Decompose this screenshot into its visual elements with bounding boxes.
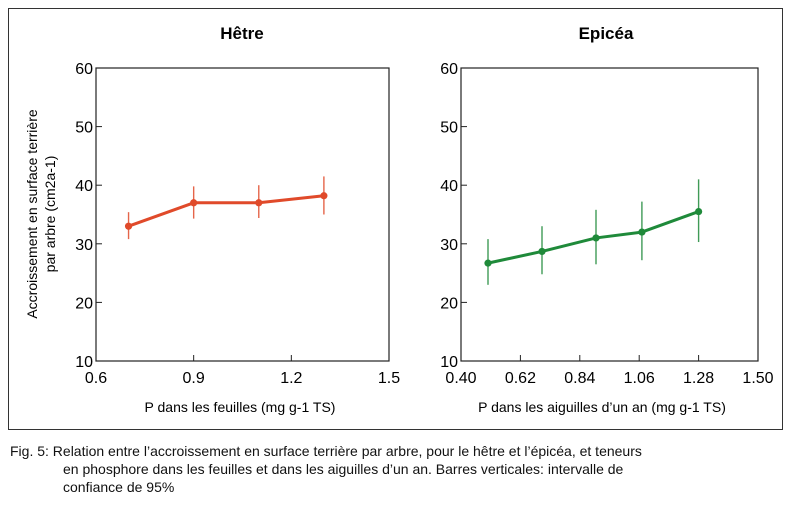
data-point-hetre-0: [124, 222, 133, 230]
data-point-epicea-0: [484, 259, 492, 267]
figure-caption: Fig. 5: Relation entre l’accroissement e…: [10, 442, 785, 496]
y-tick-label-epicea-3: 40: [440, 178, 458, 195]
data-point-epicea-3: [638, 228, 646, 236]
data-point-hetre-1: [190, 199, 198, 207]
series-line-hetre: [128, 194, 325, 228]
x-tick-label-hetre-1: 0.9: [183, 370, 205, 387]
y-tick-label-hetre-0: 10: [75, 354, 93, 371]
figure-frame: [8, 8, 783, 430]
y-tick-label-hetre-4: 50: [75, 120, 93, 137]
y-tick-label-epicea-0: 10: [440, 354, 458, 371]
y-tick-label-epicea-5: 60: [440, 61, 458, 78]
x-tick-label-hetre-0: 0.6: [85, 370, 107, 387]
y-tick-label-epicea-4: 50: [440, 120, 458, 137]
data-point-epicea-4: [695, 207, 703, 216]
data-point-hetre-3: [320, 192, 328, 200]
plot-area-epicea: [460, 67, 759, 362]
chart-title-hetre: Hêtre: [220, 24, 263, 43]
x-axis-label-hetre: P dans les feuilles (mg g-1 TS): [145, 399, 336, 415]
caption-line-1: Fig. 5: Relation entre l’accroissement e…: [10, 443, 642, 459]
series-hetre: [124, 176, 328, 240]
plot-area-hetre: [95, 67, 390, 362]
x-axis-hetre: 0.6 0.9 1.2 1.5: [85, 355, 400, 387]
y-axis-label-hetre-line1: Accroissement en surface terrière: [24, 109, 40, 319]
y-axis-hetre: 10 20 30 40 50 60: [75, 61, 102, 371]
x-tick-label-hetre-3: 1.5: [378, 370, 400, 387]
chart-title-epicea: Epicéa: [579, 24, 634, 43]
caption-line-3: confiance de 95%: [63, 479, 175, 495]
y-axis-epicea: 10 20 30 40 50 60: [440, 61, 467, 371]
x-axis-epicea: 0.40 0.62 0.84 1.06 1.28 1.50: [445, 355, 774, 387]
x-tick-label-epicea-4: 1.28: [683, 370, 714, 387]
data-point-hetre-2: [255, 199, 263, 207]
x-tick-label-epicea-1: 0.62: [505, 370, 536, 387]
y-tick-label-epicea-1: 20: [440, 295, 458, 312]
y-tick-label-hetre-5: 60: [75, 61, 93, 78]
y-tick-label-hetre-3: 40: [75, 178, 93, 195]
x-tick-label-hetre-2: 1.2: [280, 370, 302, 387]
data-point-epicea-1: [538, 247, 546, 256]
chart-panel-hetre: Hêtre 10 20 30 40 50 60 0.6 0.9 1.2 1.5 P dans l…: [24, 24, 400, 415]
series-epicea: [484, 179, 703, 285]
x-tick-label-epicea-3: 1.06: [624, 370, 655, 387]
x-tick-label-epicea-5: 1.50: [742, 370, 773, 387]
x-axis-label-epicea: P dans les aiguilles d’un an (mg g-1 TS): [478, 399, 726, 415]
caption-line-2: en phosphore dans les feuilles et dans l…: [63, 461, 624, 477]
y-tick-label-hetre-2: 30: [75, 237, 93, 254]
chart-panel-epicea: Epicéa 10 20 30 40 50 60 0.40 0.62 0.84 1.06 1.28…: [440, 24, 773, 415]
x-tick-label-epicea-0: 0.40: [445, 370, 476, 387]
data-point-epicea-2: [592, 234, 600, 242]
y-tick-label-epicea-2: 30: [440, 237, 458, 254]
x-tick-label-epicea-2: 0.84: [564, 370, 595, 387]
y-tick-label-hetre-1: 20: [75, 295, 93, 312]
y-axis-label-hetre-line2: par arbre (cm2a-1): [42, 156, 58, 273]
